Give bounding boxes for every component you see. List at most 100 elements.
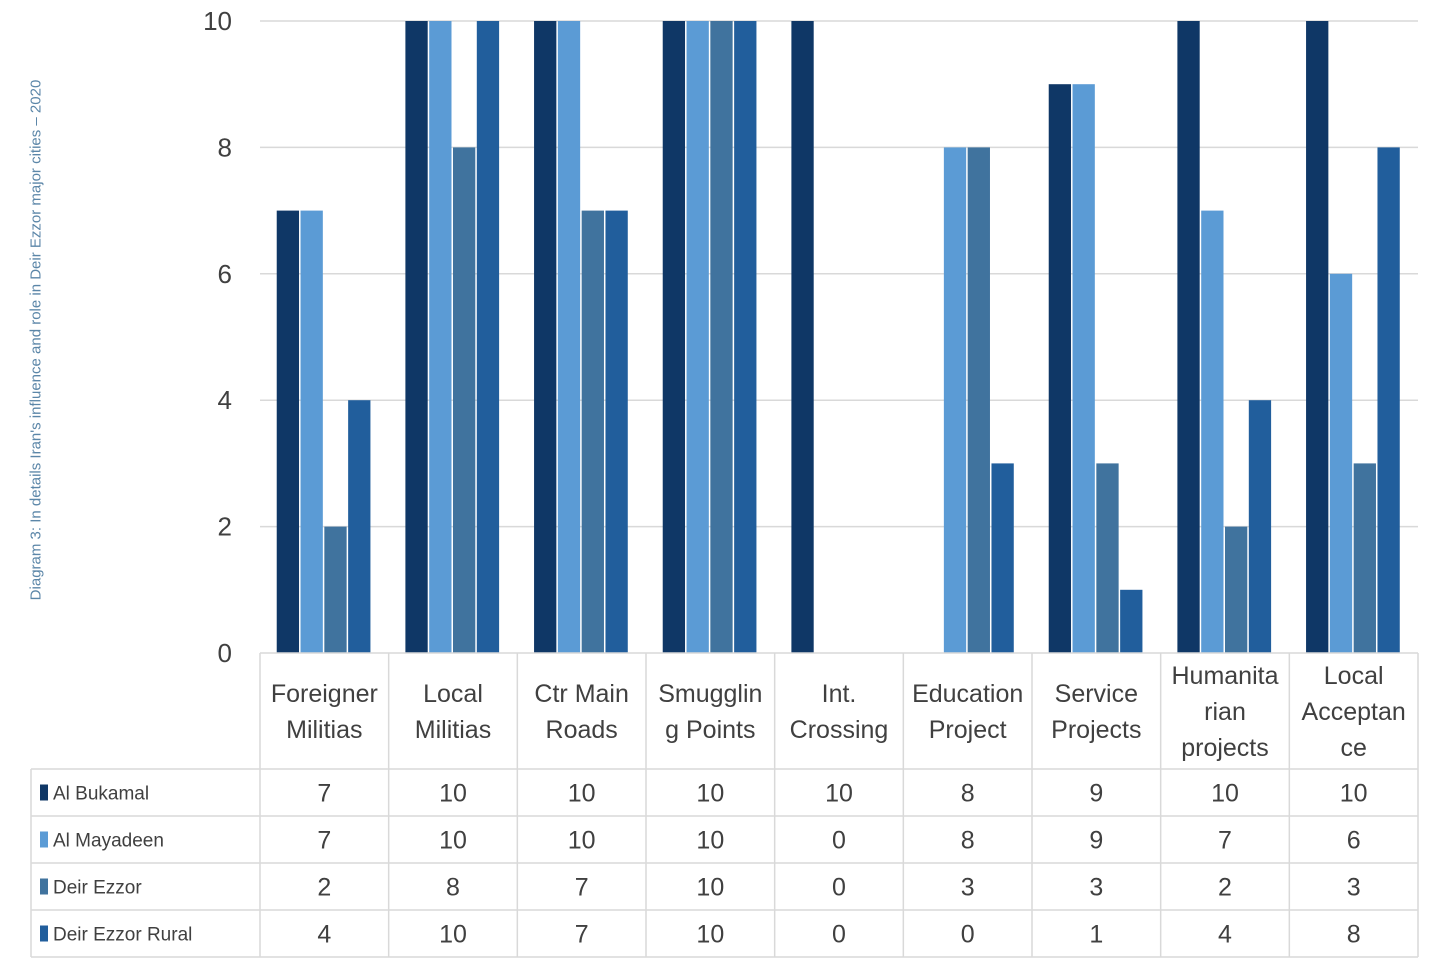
bar	[1225, 526, 1248, 653]
table-cell-value: 4	[317, 921, 331, 949]
table-cell-value: 7	[317, 827, 331, 855]
legend-label: Deir Ezzor	[53, 878, 142, 899]
bar	[429, 21, 452, 653]
table-cell-value: 10	[1340, 780, 1368, 808]
bar	[1072, 84, 1095, 653]
category-label: Service	[1055, 680, 1138, 708]
legend-swatch	[40, 831, 48, 848]
legend-swatch	[40, 925, 48, 942]
table-cell-value: 10	[439, 827, 467, 855]
legend-swatch	[40, 784, 48, 801]
bar	[300, 210, 323, 653]
bar	[1096, 463, 1119, 653]
category-label: Smugglin	[658, 680, 762, 708]
bar	[581, 210, 604, 653]
bar	[1377, 147, 1400, 653]
category-label: Local	[423, 680, 483, 708]
table-cell-value: 2	[1218, 874, 1232, 902]
table-cell-value: 3	[1347, 874, 1361, 902]
bar	[557, 21, 581, 653]
table-cell-value: 0	[832, 827, 846, 855]
y-tick-label: 4	[218, 385, 232, 415]
bar	[686, 21, 709, 653]
legend-swatch	[40, 878, 48, 895]
table-cell-value: 10	[696, 921, 724, 949]
table-cell-value: 8	[961, 827, 975, 855]
bar	[710, 21, 733, 653]
bar	[534, 21, 557, 653]
category-label: Local	[1324, 662, 1384, 690]
bar	[276, 210, 300, 653]
table-cell-value: 10	[696, 874, 724, 902]
table-cell-value: 0	[832, 874, 846, 902]
table-cell-value: 0	[961, 921, 975, 949]
category-label: Humanita	[1172, 662, 1279, 690]
table-cell-value: 7	[317, 780, 331, 808]
table-cell-value: 4	[1218, 921, 1232, 949]
table-cell-value: 8	[961, 780, 975, 808]
bar	[1329, 273, 1353, 653]
table-cell-value: 3	[961, 874, 975, 902]
y-tick-label: 8	[218, 132, 232, 162]
bar	[943, 147, 967, 653]
bar	[405, 21, 428, 653]
bar	[1306, 21, 1329, 653]
category-label: projects	[1181, 734, 1269, 762]
table-cell-value: 7	[1218, 827, 1232, 855]
table-cell-value: 9	[1089, 780, 1103, 808]
table-cell-value: 10	[439, 921, 467, 949]
table-cell-value: 10	[568, 827, 596, 855]
table-cell-value: 9	[1089, 827, 1103, 855]
table-cell-value: 3	[1089, 874, 1103, 902]
table-cell-value: 10	[1211, 780, 1239, 808]
table-cell-value: 10	[696, 780, 724, 808]
bar	[1048, 84, 1072, 653]
category-label: Militias	[415, 716, 491, 744]
category-label: g Points	[665, 716, 755, 744]
bar	[662, 21, 686, 653]
table-cell-value: 10	[439, 780, 467, 808]
bar	[453, 147, 476, 653]
category-label: Project	[929, 716, 1007, 744]
y-tick-label: 2	[218, 512, 232, 542]
table-cell-value: 10	[696, 827, 724, 855]
bar	[605, 210, 628, 653]
y-tick-label: 6	[218, 259, 232, 289]
table-cell-value: 6	[1347, 827, 1361, 855]
bar	[1353, 463, 1376, 653]
table-cell-value: 7	[575, 874, 589, 902]
bar	[791, 21, 814, 653]
bar	[476, 21, 500, 653]
bar	[1248, 400, 1272, 653]
bar	[324, 526, 347, 653]
bar	[967, 147, 990, 653]
category-label: Foreigner	[271, 680, 378, 708]
legend-label: Deir Ezzor Rural	[53, 925, 192, 946]
category-label: rian	[1204, 698, 1246, 726]
category-label: Int.	[822, 680, 857, 708]
table-cell-value: 2	[317, 874, 331, 902]
table-cell-value: 10	[568, 780, 596, 808]
table-cell-value: 1	[1089, 921, 1103, 949]
table-cell-value: 8	[446, 874, 460, 902]
category-label: ce	[1340, 734, 1366, 762]
category-label: Militias	[286, 716, 362, 744]
y-tick-label: 10	[203, 6, 232, 36]
category-label: Acceptan	[1302, 698, 1406, 726]
category-label: Projects	[1051, 716, 1141, 744]
bar	[734, 21, 757, 653]
bar	[348, 400, 371, 653]
table-cell-value: 7	[575, 921, 589, 949]
y-tick-label: 0	[218, 638, 232, 668]
legend-label: Al Mayadeen	[53, 831, 164, 852]
category-label: Crossing	[790, 716, 889, 744]
category-label: Education	[912, 680, 1023, 708]
bar	[1201, 210, 1224, 653]
category-label: Roads	[546, 716, 618, 744]
table-cell-value: 8	[1347, 921, 1361, 949]
bar	[991, 463, 1014, 653]
table-cell-value: 10	[825, 780, 853, 808]
legend-label: Al Bukamal	[53, 784, 149, 805]
bar	[1120, 589, 1143, 653]
